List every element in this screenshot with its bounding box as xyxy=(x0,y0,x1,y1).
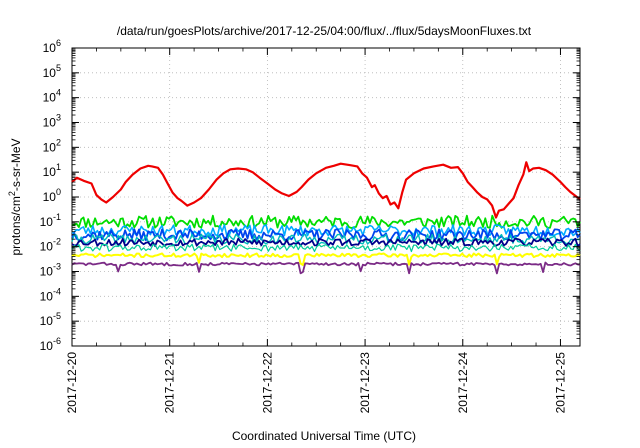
series-line-8 xyxy=(71,252,581,266)
y-tick-exponent: -5 xyxy=(53,311,61,321)
y-tick-base: 10 xyxy=(40,265,54,279)
x-tick-label: 2017-12-22 xyxy=(260,352,274,414)
y-tick-exponent: -3 xyxy=(53,262,61,272)
x-tick-label: 2017-12-24 xyxy=(456,352,470,414)
series-layer xyxy=(71,161,581,275)
y-tick-base: 10 xyxy=(43,190,57,204)
y-tick-label: 10-5 xyxy=(40,311,61,328)
y-axis-label-superscript: 2 xyxy=(7,191,17,196)
y-axis-label-suffix: -s-sr-MeV xyxy=(9,138,23,191)
y-tick-base: 10 xyxy=(43,165,57,179)
y-tick-exponent: 3 xyxy=(56,113,61,123)
y-tick-exponent: -4 xyxy=(53,286,61,296)
chart-title: /data/run/goesPlots/archive/2017-12-25/0… xyxy=(117,24,532,38)
x-axis-label: Coordinated Universal Time (UTC) xyxy=(232,429,416,443)
y-tick-exponent: 5 xyxy=(56,63,61,73)
y-axis-label: protons/cm2-s-sr-MeV xyxy=(7,138,23,255)
x-tick-label: 2017-12-23 xyxy=(358,352,372,414)
y-tick-base: 10 xyxy=(40,314,54,328)
grid xyxy=(72,48,580,346)
y-tick-exponent: -1 xyxy=(53,212,61,222)
series-line-4 xyxy=(71,228,581,242)
y-tick-base: 10 xyxy=(40,339,54,353)
y-tick-base: 10 xyxy=(40,289,54,303)
series-line-9 xyxy=(71,261,581,275)
y-tick-base: 10 xyxy=(43,140,57,154)
y-tick-exponent: 6 xyxy=(56,38,61,48)
y-tick-label: 103 xyxy=(43,113,61,130)
y-tick-label: 104 xyxy=(43,88,61,105)
y-tick-exponent: 2 xyxy=(56,137,61,147)
y-tick-label: 10-6 xyxy=(40,336,61,353)
y-tick-label: 106 xyxy=(43,38,61,55)
x-tick-label: 2017-12-25 xyxy=(553,352,567,414)
series-line-1 xyxy=(71,161,581,219)
y-tick-exponent: 1 xyxy=(56,162,61,172)
series-line-7 xyxy=(71,243,581,253)
x-tick-label: 2017-12-20 xyxy=(65,352,79,414)
y-tick-label: 10-4 xyxy=(40,286,61,303)
y-tick-label: 101 xyxy=(43,162,61,179)
y-tick-exponent: -2 xyxy=(53,237,61,247)
y-tick-label: 10-3 xyxy=(40,262,61,279)
y-tick-label: 100 xyxy=(43,187,61,204)
y-tick-label: 10-1 xyxy=(40,212,61,229)
y-tick-base: 10 xyxy=(43,66,57,80)
y-tick-exponent: 0 xyxy=(56,187,61,197)
y-axis-label-prefix: protons/cm xyxy=(9,196,23,255)
y-tick-exponent: -6 xyxy=(53,336,61,346)
y-tick-exponent: 4 xyxy=(56,88,61,98)
x-axis-ticks: 2017-12-20 2017-12-21 2017-12-22 2017-12-23… xyxy=(65,48,567,413)
series-line-2 xyxy=(71,214,581,229)
y-tick-base: 10 xyxy=(43,41,57,55)
y-tick-base: 10 xyxy=(43,116,57,130)
y-tick-base: 10 xyxy=(43,91,57,105)
y-tick-base: 10 xyxy=(40,240,54,254)
y-tick-label: 10-2 xyxy=(40,237,61,254)
y-tick-label: 102 xyxy=(43,137,61,154)
y-axis-ticks: 10-610-510-410-310-210-11001011021031041… xyxy=(40,38,580,353)
y-tick-label: 105 xyxy=(43,63,61,80)
y-tick-base: 10 xyxy=(40,215,54,229)
x-tick-label: 2017-12-21 xyxy=(163,352,177,414)
